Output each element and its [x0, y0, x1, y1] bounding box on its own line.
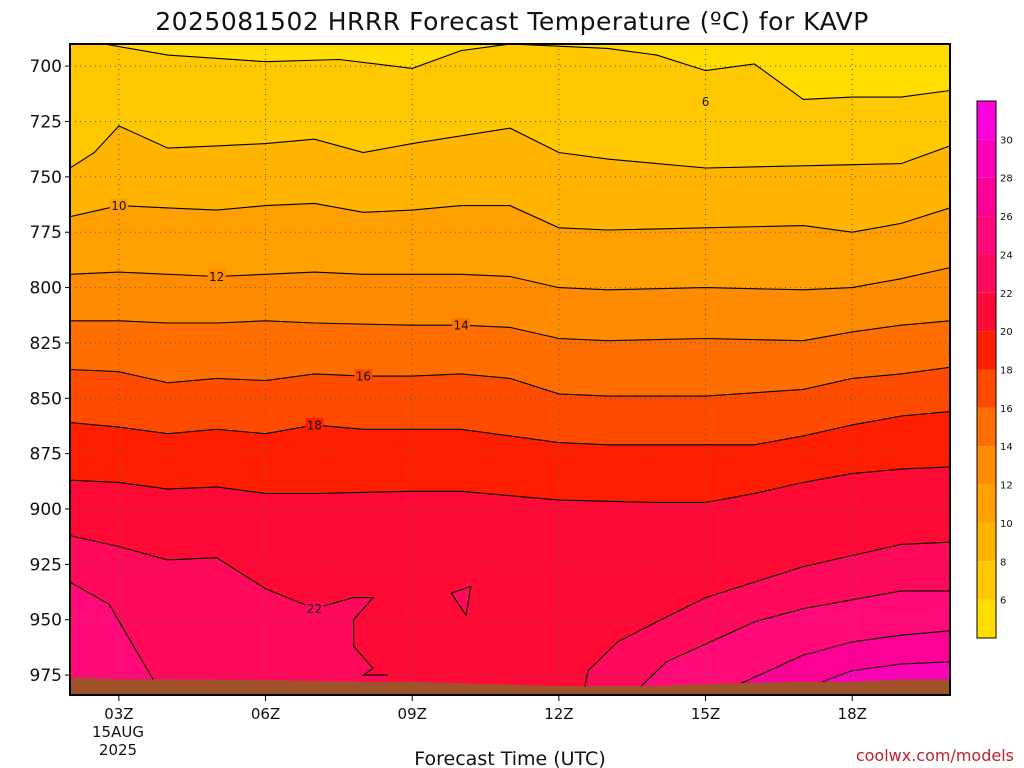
x-axis: 03Z 06Z 09Z 12Z 15Z 18Z: [104, 695, 867, 723]
colorbar-bin-30: [977, 101, 996, 140]
temperature-fill: [70, 44, 950, 695]
contour-label-6: 6: [702, 95, 710, 109]
fill-band-22-8: [70, 535, 388, 695]
contour-label-bg-8: [305, 601, 324, 616]
y-tick-label-725: 725: [30, 113, 62, 133]
contour-line-14-4: [70, 320, 950, 342]
contour-label-bg-3: [207, 269, 226, 284]
colorbar-tick-14: 14: [1000, 442, 1013, 453]
colorbar: 6 8 10 12 14 16 18 20 22 24 26 28 30: [976, 100, 1013, 639]
colorbar-bin-6: [977, 561, 996, 600]
contour-label-bg-6: [305, 417, 324, 432]
x-tick-label-18Z: 18Z: [838, 705, 867, 723]
contour-line-24-11: [70, 581, 154, 680]
credit-text: coolwx.com/models: [856, 746, 1014, 765]
y-tick-label-850: 850: [30, 389, 62, 409]
colorbar-tick-10: 10: [1000, 519, 1013, 530]
colorbar-tick-28: 28: [1000, 174, 1013, 185]
colorbar-tick-8: 8: [1000, 557, 1006, 568]
ground-area: [70, 677, 950, 695]
colorbar-bin-8: [977, 522, 996, 562]
y-axis: 700 725 750 775 800 825 850 875 900 925 950 975: [30, 57, 70, 686]
contour-label-bg-4: [452, 318, 471, 333]
x-tick-label-15Z: 15Z: [691, 705, 720, 723]
contour-line-20-7: [70, 466, 950, 503]
contour-label-bg-5: [354, 369, 373, 384]
grid-lines: [70, 44, 950, 695]
contour-line-18-6: [70, 411, 950, 446]
x-date-line-2: 2025: [99, 741, 137, 759]
x-tick-label-09Z: 09Z: [398, 705, 427, 723]
colorbar-bin-24: [977, 216, 996, 255]
contour-label-12: 12: [209, 270, 224, 284]
contour-label-bg-2: [109, 198, 128, 213]
fill-band-22-9: [451, 586, 471, 616]
chart-title: 2025081502 HRRR Forecast Temperature (ºC…: [155, 7, 869, 36]
x-axis-label: Forecast Time (UTC): [414, 748, 605, 768]
colorbar-tick-6: 6: [1000, 596, 1006, 607]
ground-terrain: [70, 677, 950, 695]
contour-line-10-2: [70, 202, 950, 233]
x-tick-label-03Z: 03Z: [104, 705, 133, 723]
contour-label-22: 22: [307, 602, 322, 616]
colorbar-tick-22: 22: [1000, 289, 1013, 300]
colorbar-bin-22: [977, 254, 996, 293]
colorbar-tick-18: 18: [1000, 366, 1013, 377]
y-tick-label-950: 950: [30, 611, 62, 631]
colorbar-bin-28: [977, 139, 996, 178]
y-tick-label-900: 900: [30, 500, 62, 520]
contour-label-16: 16: [356, 370, 371, 384]
colorbar-tick-20: 20: [1000, 327, 1013, 338]
contour-line-22-8: [70, 535, 388, 676]
y-tick-label-800: 800: [30, 279, 62, 299]
y-tick-label-750: 750: [30, 168, 62, 188]
fill-band-24-11: [70, 582, 154, 695]
contour-line-12-3: [70, 267, 950, 291]
contour-lines: [70, 44, 950, 695]
colorbar-bin-26: [977, 177, 996, 217]
colorbar-frame: [976, 100, 997, 639]
colorbar-tick-26: 26: [1000, 212, 1013, 223]
y-tick-label-875: 875: [30, 445, 62, 465]
contour-line-6-0: [70, 44, 950, 100]
contour-line-26-13: [715, 630, 950, 695]
contour-line-22-10: [582, 541, 950, 695]
x-tick-label-06Z: 06Z: [251, 705, 280, 723]
colorbar-bin-12: [977, 446, 996, 485]
contour-line-24-12: [631, 590, 950, 695]
y-tick-label-775: 775: [30, 223, 62, 243]
y-tick-label-825: 825: [30, 334, 62, 354]
contour-labels: 6 10 12 14 16 18 22: [109, 94, 715, 616]
contour-line-16-5: [70, 366, 950, 397]
colorbar-bin-20: [977, 292, 996, 332]
y-tick-label-925: 925: [30, 555, 62, 575]
contour-label-bg-0: [696, 94, 715, 109]
contour-line-22-9: [450, 585, 472, 617]
colorbar-bin-10: [977, 484, 996, 523]
colorbar-bin-16: [977, 369, 996, 408]
x-date-line-1: 15AUG: [92, 723, 144, 741]
contour-line-8-1: [70, 125, 950, 169]
contour-label-18: 18: [307, 418, 322, 432]
colorbar-tick-16: 16: [1000, 404, 1013, 415]
colorbar-tick-30: 30: [1000, 135, 1013, 146]
colorbar-bin-4: [977, 599, 996, 638]
contour-label-14: 14: [453, 319, 468, 333]
contour-label-10: 10: [111, 199, 126, 213]
colorbar-bin-14: [977, 407, 996, 447]
x-tick-label-12Z: 12Z: [544, 705, 573, 723]
y-tick-label-700: 700: [30, 57, 62, 77]
plot-frame: [69, 43, 951, 696]
colorbar-bin-18: [977, 331, 996, 370]
colorbar-tick-24: 24: [1000, 250, 1013, 261]
y-tick-label-975: 975: [30, 666, 62, 686]
colorbar-tick-12: 12: [1000, 481, 1013, 492]
